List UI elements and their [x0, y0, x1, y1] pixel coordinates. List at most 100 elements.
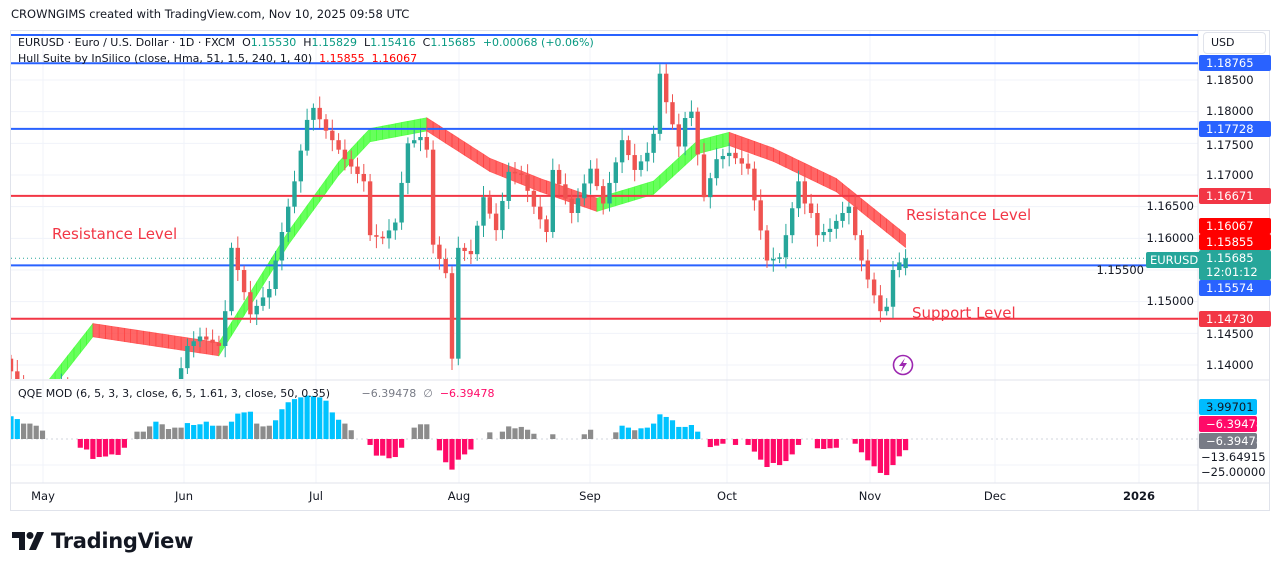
- candle: [292, 170, 297, 214]
- candle: [323, 114, 329, 139]
- qqe-bar: [222, 425, 228, 439]
- time-label: May: [31, 489, 55, 503]
- candle: [72, 417, 76, 483]
- candle-body: [840, 213, 845, 221]
- candle: [582, 174, 587, 206]
- low-label: L: [364, 36, 371, 49]
- lightning-icon[interactable]: [892, 354, 914, 376]
- hull-band-segment: [791, 156, 799, 175]
- qqe-bar: [304, 395, 310, 439]
- candle-body: [361, 173, 366, 182]
- hull-legend[interactable]: Hull Suite by InSilico (close, Hma, 51, …: [18, 52, 417, 65]
- candle-body: [216, 342, 222, 347]
- hull-band-segment: [672, 157, 680, 178]
- hull-band-segment: [785, 153, 793, 171]
- qqe-bar: [821, 439, 827, 449]
- candle-body: [708, 178, 713, 198]
- qqe-bar: [323, 400, 329, 439]
- symbol-legend[interactable]: EURUSD · Euro / U.S. Dollar · 1D · FXCM …: [18, 36, 594, 49]
- price-tick: 1.17500: [1206, 137, 1254, 152]
- chart-credit: CROWNGIMS created with TradingView.com, …: [11, 7, 410, 21]
- qqe-bar: [140, 431, 146, 439]
- price-level-badge: 1.15855: [1199, 234, 1271, 251]
- candle-body: [399, 182, 404, 223]
- candle: [594, 158, 600, 191]
- candle-body: [393, 222, 398, 231]
- qqe-bar: [298, 397, 304, 439]
- hull-band-segment: [149, 331, 157, 347]
- resistance-level-label-left: Resistance Level: [52, 225, 178, 243]
- candle: [506, 162, 511, 210]
- hull-band-segment: [892, 223, 900, 244]
- hull-band-segment: [495, 160, 503, 178]
- qqe-bar: [153, 421, 159, 439]
- candle-body: [651, 133, 656, 153]
- qqe-bar: [436, 439, 442, 451]
- qqe-bar: [134, 431, 140, 439]
- qqe-axis-label: −13.64915: [1201, 450, 1266, 464]
- time-label: Jul: [309, 489, 323, 503]
- candle-body: [336, 140, 341, 150]
- candle: [279, 222, 285, 271]
- candle: [254, 299, 259, 326]
- price-tick: 1.14500: [1206, 326, 1254, 341]
- hull-band-segment: [873, 208, 881, 228]
- qqe-bar: [525, 429, 531, 439]
- candle: [355, 157, 360, 184]
- horizontal-levels[interactable]: [11, 34, 1198, 320]
- qqe-bar: [386, 439, 392, 459]
- qqe-bar: [329, 412, 335, 439]
- candle: [367, 173, 373, 242]
- candle-body: [607, 182, 612, 204]
- hull-band-segment: [382, 124, 390, 140]
- candle: [834, 214, 839, 239]
- qqe-bar: [707, 439, 713, 448]
- hull-band-segment: [728, 131, 736, 149]
- candle: [777, 253, 782, 264]
- candle: [418, 129, 423, 152]
- candle-body: [424, 137, 429, 150]
- candle-body: [519, 173, 524, 176]
- hull-band-segment: [835, 177, 843, 198]
- qqe-bar: [247, 411, 253, 439]
- qqe-bar: [896, 439, 902, 457]
- candle-body: [330, 130, 335, 141]
- candle-body: [613, 162, 618, 183]
- tradingview-logo[interactable]: TradingView: [12, 529, 193, 553]
- hull-band-segment: [426, 117, 434, 136]
- candle-body: [481, 197, 486, 226]
- candle-body: [248, 292, 253, 315]
- candle: [185, 338, 190, 375]
- candle: [525, 164, 530, 203]
- candle-body: [720, 156, 726, 160]
- candle-body: [430, 149, 436, 245]
- candle-body: [323, 119, 329, 131]
- hull-band-segment: [413, 118, 421, 134]
- qqe-legend[interactable]: QQE MOD (6, 5, 3, 3, close, 6, 5, 1.61, …: [18, 387, 495, 400]
- candle-body: [638, 161, 644, 170]
- candle: [670, 94, 675, 130]
- hull-band-segment: [766, 145, 774, 162]
- candle-body: [475, 225, 480, 255]
- currency-button[interactable]: USD: [1203, 32, 1266, 54]
- hull-band-segment: [735, 134, 743, 151]
- candle: [298, 144, 303, 193]
- qqe-bar: [109, 439, 115, 455]
- candle-body: [695, 111, 700, 155]
- candlestick-series: [11, 64, 908, 483]
- candle-body: [745, 163, 751, 169]
- qqe-bar: [903, 439, 909, 451]
- hull-band-segment: [124, 327, 131, 343]
- hull-band-segment: [363, 127, 371, 150]
- qqe-axis-label: −25.00000: [1201, 465, 1266, 479]
- candle-body: [601, 186, 606, 204]
- qqe-bar: [506, 426, 512, 439]
- candle-body: [525, 175, 530, 191]
- qqe-value-2: −6.39478: [439, 387, 495, 400]
- qqe-bar: [619, 425, 625, 439]
- hull-value-2: 1.16067: [371, 52, 418, 65]
- candle: [286, 198, 291, 242]
- qqe-bar: [720, 439, 726, 444]
- candle: [827, 218, 833, 242]
